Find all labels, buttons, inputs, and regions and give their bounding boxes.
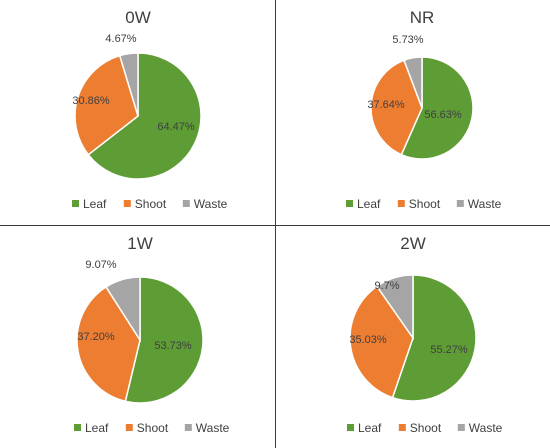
legend-label-waste: Waste xyxy=(469,421,503,435)
legend-swatch-shoot xyxy=(125,424,133,431)
chart-title: 2W xyxy=(400,234,426,253)
pie-slice-leaf xyxy=(400,56,474,160)
pie-slice-leaf xyxy=(87,52,202,180)
data-label-shoot: 30.86% xyxy=(72,95,110,107)
legend-label-shoot: Shoot xyxy=(137,421,169,435)
legend-label-waste: Waste xyxy=(468,197,502,211)
data-label-leaf: 56.63% xyxy=(424,109,462,121)
legend-swatch-leaf xyxy=(347,424,354,431)
legend-swatch-leaf xyxy=(74,424,81,431)
data-label-leaf: 55.27% xyxy=(430,344,468,356)
legend-swatch-waste xyxy=(182,200,190,207)
pie-slice-leaf xyxy=(124,276,204,404)
data-label-leaf: 53.73% xyxy=(154,340,192,352)
pie-slice-shoot xyxy=(370,59,423,156)
legend-swatch-leaf xyxy=(346,200,353,207)
legend-label-waste: Waste xyxy=(196,421,230,435)
pie-slice-waste xyxy=(104,276,141,343)
pie-panel-2w: 2W 55.27% 35.03% 9.7% Leaf Shoot Waste xyxy=(276,226,550,448)
pie-panel-nr: NR 56.63% 37.64% 5.73% Leaf Shoot Waste xyxy=(276,0,550,225)
data-label-shoot: 35.03% xyxy=(349,334,387,346)
data-label-waste: 9.07% xyxy=(85,259,116,271)
pie-panel-0w: 0W 64.47% 30.86% 4.67% Leaf Shoot Waste xyxy=(0,0,275,225)
legend-swatch-shoot xyxy=(397,200,405,207)
data-label-shoot: 37.20% xyxy=(77,331,115,343)
pie-slice-waste xyxy=(375,274,414,341)
pie-slice-waste xyxy=(403,56,423,109)
data-label-waste: 9.7% xyxy=(374,280,399,292)
vertical-divider xyxy=(275,0,276,448)
legend-label-waste: Waste xyxy=(194,197,228,211)
legend-label-leaf: Leaf xyxy=(358,421,382,435)
data-label-waste: 4.67% xyxy=(105,33,136,45)
legend-label-leaf: Leaf xyxy=(357,197,381,211)
legend-label-leaf: Leaf xyxy=(85,421,109,435)
pie-slice-waste xyxy=(118,52,139,117)
chart-title: 0W xyxy=(125,8,151,27)
legend-swatch-leaf xyxy=(72,200,79,207)
legend-label-shoot: Shoot xyxy=(410,421,442,435)
data-label-waste: 5.73% xyxy=(392,34,423,46)
horizontal-divider xyxy=(0,225,550,226)
legend-swatch-waste xyxy=(456,200,464,207)
data-label-shoot: 37.64% xyxy=(367,99,405,111)
legend-label-shoot: Shoot xyxy=(135,197,167,211)
legend-swatch-shoot xyxy=(398,424,406,431)
legend-swatch-shoot xyxy=(123,200,131,207)
legend-swatch-waste xyxy=(184,424,192,431)
data-label-leaf: 64.47% xyxy=(157,121,195,133)
legend-swatch-waste xyxy=(457,424,465,431)
pie-panel-1w: 1W 53.73% 37.20% 9.07% Leaf Shoot Waste xyxy=(0,226,275,448)
chart-title: 1W xyxy=(127,234,153,253)
chart-title: NR xyxy=(410,8,435,27)
pie-slice-shoot xyxy=(74,54,139,156)
legend-label-leaf: Leaf xyxy=(83,197,107,211)
legend-label-shoot: Shoot xyxy=(409,197,441,211)
pie-slice-shoot xyxy=(349,285,414,399)
